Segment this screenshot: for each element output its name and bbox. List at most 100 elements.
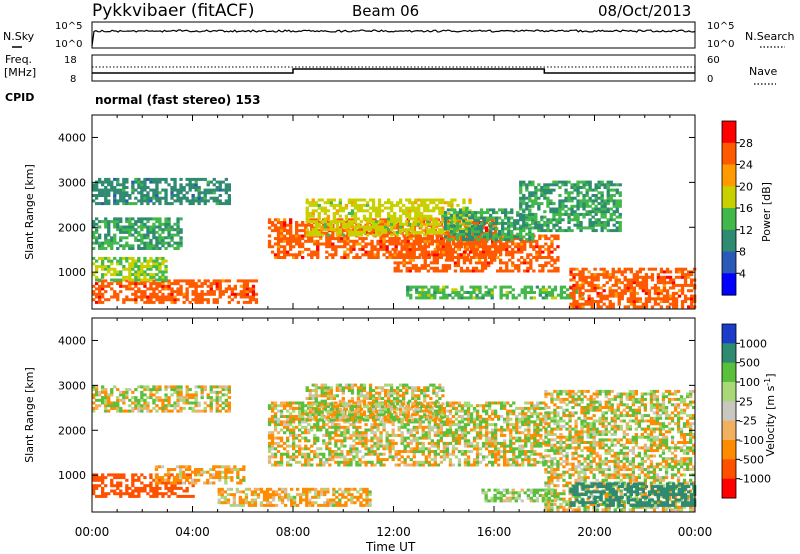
power-echo-cell <box>504 208 508 212</box>
power-echo-cell <box>128 270 132 274</box>
power-echo-cell <box>593 275 597 279</box>
velocity-echo-cell <box>273 428 278 432</box>
power-echo-cell <box>390 233 394 237</box>
power-echo-cell <box>402 261 406 265</box>
power-echo-cell <box>584 281 588 285</box>
velocity-echo-cell <box>250 490 255 494</box>
velocity-echo-cell <box>293 501 297 505</box>
power-echo-cell <box>543 186 547 189</box>
power-echo-cell <box>349 245 353 249</box>
power-echo-cell <box>540 223 544 227</box>
velocity-echo-cell <box>125 390 129 394</box>
power-echo-cell <box>377 228 382 232</box>
power-echo-cell <box>526 261 530 265</box>
power-echo-cell <box>665 297 670 301</box>
power-echo-cell <box>445 296 449 300</box>
search-tick-bottom: 10^0 <box>707 39 734 50</box>
velocity-echo-cell <box>311 503 315 507</box>
power-echo-cell <box>155 220 159 224</box>
velocity-echo-cell <box>365 503 369 507</box>
power-echo-cell <box>396 261 400 265</box>
power-echo-cell <box>561 199 565 203</box>
power-echo-cell <box>295 226 299 230</box>
power-echo-cell <box>449 208 454 212</box>
velocity-echo-cell <box>206 470 210 474</box>
power-echo-cell <box>474 261 479 265</box>
cpid-text: normal (fast stereo) 153 <box>95 93 261 107</box>
power-echo-cell <box>674 305 679 309</box>
power-colorbar-tick-label: 28 <box>739 137 753 150</box>
power-echo-cell <box>152 228 156 232</box>
power-echo-cell <box>435 258 439 262</box>
power-echo-cell <box>134 290 138 294</box>
power-echo-cell <box>473 235 478 239</box>
velocity-echo-cell <box>362 498 366 502</box>
power-echo-cell <box>462 198 466 202</box>
velocity-echo-cell <box>299 495 303 499</box>
power-echo-cell <box>326 209 330 213</box>
power-echo-cell <box>424 296 428 300</box>
power-echo-cell <box>680 270 685 274</box>
power-echo-cell <box>600 207 604 211</box>
power-echo-cell <box>650 305 655 309</box>
power-echo-cell <box>377 233 382 237</box>
power-echo-cell <box>143 241 147 245</box>
velocity-echo-cell <box>98 494 102 498</box>
power-echo-cell <box>504 211 508 215</box>
power-echo-cell <box>475 221 480 224</box>
power-echo-cell <box>469 291 473 294</box>
power-echo-cell <box>519 229 523 233</box>
power-echo-cell <box>128 284 132 288</box>
velocity-echo-cell <box>286 415 290 418</box>
power-echo-cell <box>519 232 523 236</box>
velocity-echo-cell <box>101 481 105 485</box>
power-echo-cell <box>499 237 503 241</box>
power-echo-cell <box>209 180 213 184</box>
power-echo-cell <box>170 228 174 232</box>
velocity-echo-cell <box>338 501 342 505</box>
power-echo-cell <box>131 228 135 232</box>
power-echo-cell <box>233 287 237 291</box>
power-echo-cell <box>316 239 320 243</box>
power-echo-cell <box>350 212 355 215</box>
power-echo-cell <box>308 212 312 215</box>
power-echo-cell <box>435 206 439 210</box>
power-echo-cell <box>176 233 180 237</box>
power-echo-cell <box>140 202 144 206</box>
velocity-echo-cell <box>125 484 129 488</box>
power-echo-cell <box>305 214 309 218</box>
power-echo-cell <box>570 210 574 214</box>
velocity-echo-cell <box>185 465 189 469</box>
power-echo-cell <box>362 228 367 232</box>
power-echo-cell <box>690 289 694 293</box>
power-echo-cell <box>110 273 114 277</box>
power-echo-cell <box>562 296 567 300</box>
power-echo-cell <box>532 256 536 259</box>
power-echo-cell <box>185 191 189 195</box>
velocity-echo-cell <box>298 420 302 424</box>
power-echo-cell <box>374 209 379 213</box>
power-echo-cell <box>555 212 559 216</box>
power-echo-cell <box>137 183 141 187</box>
power-echo-cell <box>575 286 579 290</box>
velocity-echo-cell <box>110 393 114 397</box>
power-echo-cell <box>350 209 355 213</box>
power-echo-cell <box>137 199 141 203</box>
power-echo-cell <box>674 297 679 301</box>
velocity-echo-cell <box>335 503 339 507</box>
power-echo-cell <box>562 291 567 294</box>
power-echo-cell <box>411 201 415 205</box>
power-echo-cell <box>556 234 560 238</box>
power-echo-cell <box>656 281 661 285</box>
power-echo-cell <box>155 191 159 195</box>
power-echo-cell <box>359 230 364 234</box>
power-echo-cell <box>116 247 120 250</box>
power-echo-cell <box>98 292 102 296</box>
power-echo-cell <box>137 220 141 224</box>
power-echo-cell <box>513 221 517 225</box>
power-echo-cell <box>374 225 379 229</box>
power-echo-cell <box>361 245 365 249</box>
power-echo-cell <box>421 247 425 251</box>
power-echo-cell <box>609 196 613 200</box>
power-echo-cell <box>469 296 473 300</box>
